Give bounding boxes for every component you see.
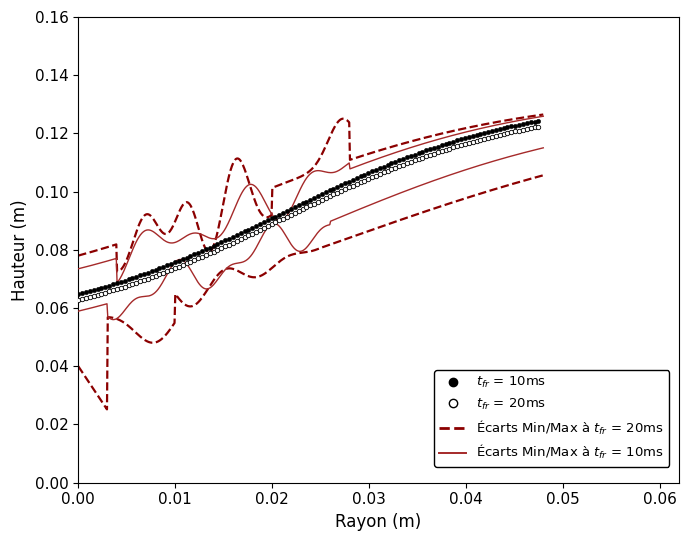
X-axis label: Rayon (m): Rayon (m) bbox=[335, 513, 422, 531]
Y-axis label: Hauteur (m): Hauteur (m) bbox=[11, 199, 29, 301]
Legend: $t_{fr}$ = 10ms, $t_{fr}$ = 20ms, Écarts Min/Max à $t_{fr}$ = 20ms, Écarts Min/M: $t_{fr}$ = 10ms, $t_{fr}$ = 20ms, Écarts… bbox=[434, 370, 669, 467]
